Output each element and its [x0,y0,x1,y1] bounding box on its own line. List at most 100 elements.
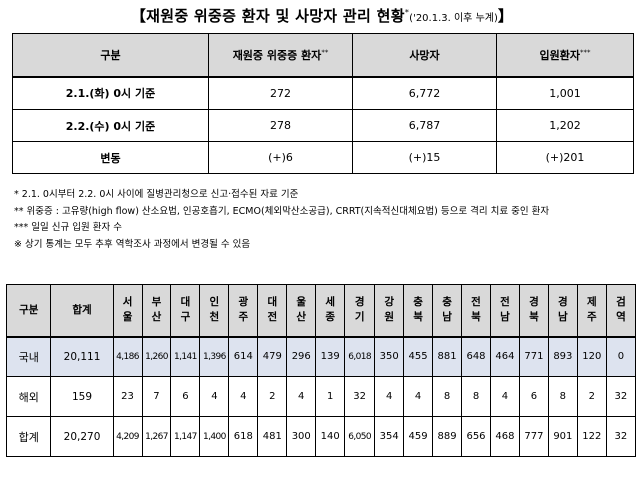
row-label: 합계 [5,416,52,457]
region-value: 1,267 [141,416,172,457]
admitted-value: (+)201 [496,141,634,174]
header-region-char: 산 [151,311,162,324]
table-row: 2.1.(화) 0시 기준 272 6,772 1,001 [12,75,634,110]
region-table: 구분 합계 서 울 부 산 대 구 인 천 광 주 대 전 울 산 세 종 경 기 강 원 충 북 충 남 전 북 전 남 경 북 경 남 제 주 검 역… [5,284,637,457]
region-value: 1 [315,376,346,417]
title-period: ('20.1.3. 이후 누계) [409,13,498,24]
row-label: 국내 [5,335,52,377]
header-region-char: 남 [558,311,568,324]
region-value: 2 [257,376,288,417]
header-region-char: 전 [500,296,510,309]
region-value: 6,050 [344,416,376,457]
row-label: 2.1.(화) 0시 기준 [12,75,209,110]
deaths-value: (+)15 [352,141,497,174]
header-region-char: 경 [558,296,568,309]
critical-value: (+)6 [208,141,353,174]
region-value: 32 [344,376,376,417]
header-region-char: 경 [354,296,365,309]
table-row: 해외 159 23 7 6 4 4 2 4 1 32 4 4 8 8 4 6 8 2 32 [5,376,637,417]
header-region-char: 북 [471,311,481,324]
table-row: 2.2.(수) 0시 기준 278 6,787 1,202 [12,109,634,142]
region-value: 4 [489,376,520,417]
header-region-char: 주 [238,311,249,324]
header-category: 구분 [5,284,52,337]
region-value: 4 [374,376,405,417]
header-total: 합계 [50,284,114,337]
region-value: 1,141 [170,335,201,377]
table-row: 합계 20,270 4,209 1,267 1,147 1,400 618 481 300 140… [5,416,637,457]
header-critical-sup: ** [321,48,329,57]
region-value: 0 [605,335,637,377]
header-region-char: 울 [122,311,133,324]
footnote: ※ 상기 통계는 모두 추후 역학조사 과정에서 변경될 수 있음 [14,238,251,250]
row-label: 변동 [12,141,209,174]
header-region-char: 남 [500,311,510,324]
header-region-char: 제 [586,296,597,309]
header-region-char: 강 [384,296,394,309]
region-value: 122 [576,416,607,457]
header-region-char: 기 [354,311,365,324]
region-value: 6 [170,376,201,417]
footnote: *** 일일 신규 입원 환자 수 [14,222,123,233]
region-value: 4 [199,376,230,417]
header-region-char: 광 [238,296,249,309]
region-value: 6 [518,376,549,417]
region-value: 32 [605,376,637,417]
header-region-char: 북 [413,311,423,324]
header-region-char: 충 [413,296,423,309]
header-region-char: 역 [616,311,626,324]
region-value: 139 [315,335,346,377]
region-value: 140 [315,416,346,457]
header-region-char: 검 [616,296,626,309]
region-value: 618 [228,416,259,457]
region-value: 468 [489,416,520,457]
header-critical-label: 재원중 위중증 환자 [232,48,322,62]
region-value: 23 [112,376,143,417]
summary-table: 구분 재원중 위중증 환자** 사망자 입원환자*** 2.1.(화) 0시 기… [12,33,634,174]
region-value: 1,260 [141,335,172,377]
region-value: 893 [547,335,578,377]
region-value: 479 [257,335,288,377]
region-value: 4 [403,376,434,417]
region-value: 881 [432,335,463,377]
region-value: 771 [518,335,549,377]
region-value: 8 [432,376,463,417]
footnote: ** 위중증 : 고유량(high flow) 산소요법, 인공호흡기, ECM… [14,205,550,217]
header-region-char: 전 [471,296,481,309]
region-value: 8 [547,376,578,417]
header-region-char: 남 [442,311,452,324]
header-region-char: 부 [151,296,162,309]
header-region-char: 충 [442,296,452,309]
header-region-char: 종 [325,311,336,324]
critical-value: 278 [208,109,353,142]
region-value: 8 [461,376,491,417]
title-superscript: * [404,8,410,17]
region-value: 6,018 [344,335,376,377]
summary-header-row: 구분 재원중 위중증 환자** 사망자 입원환자*** [12,33,634,77]
region-value: 777 [518,416,549,457]
admitted-value: 1,202 [496,109,634,142]
region-value: 120 [576,335,607,377]
page-title: 【재원중 위중증 환자 및 사망자 관리 현황*('20.1.3. 이후 누계)… [0,5,644,26]
region-value: 296 [286,335,317,377]
header-region-char: 북 [529,311,539,324]
header-deaths: 사망자 [352,33,497,77]
region-value: 1,396 [199,335,230,377]
header-admitted-label: 입원환자 [539,48,580,62]
region-value: 1,147 [170,416,201,457]
header-region-char: 경 [529,296,539,309]
row-label: 2.2.(수) 0시 기준 [12,109,209,142]
region-value: 1,400 [199,416,230,457]
region-value: 901 [547,416,578,457]
